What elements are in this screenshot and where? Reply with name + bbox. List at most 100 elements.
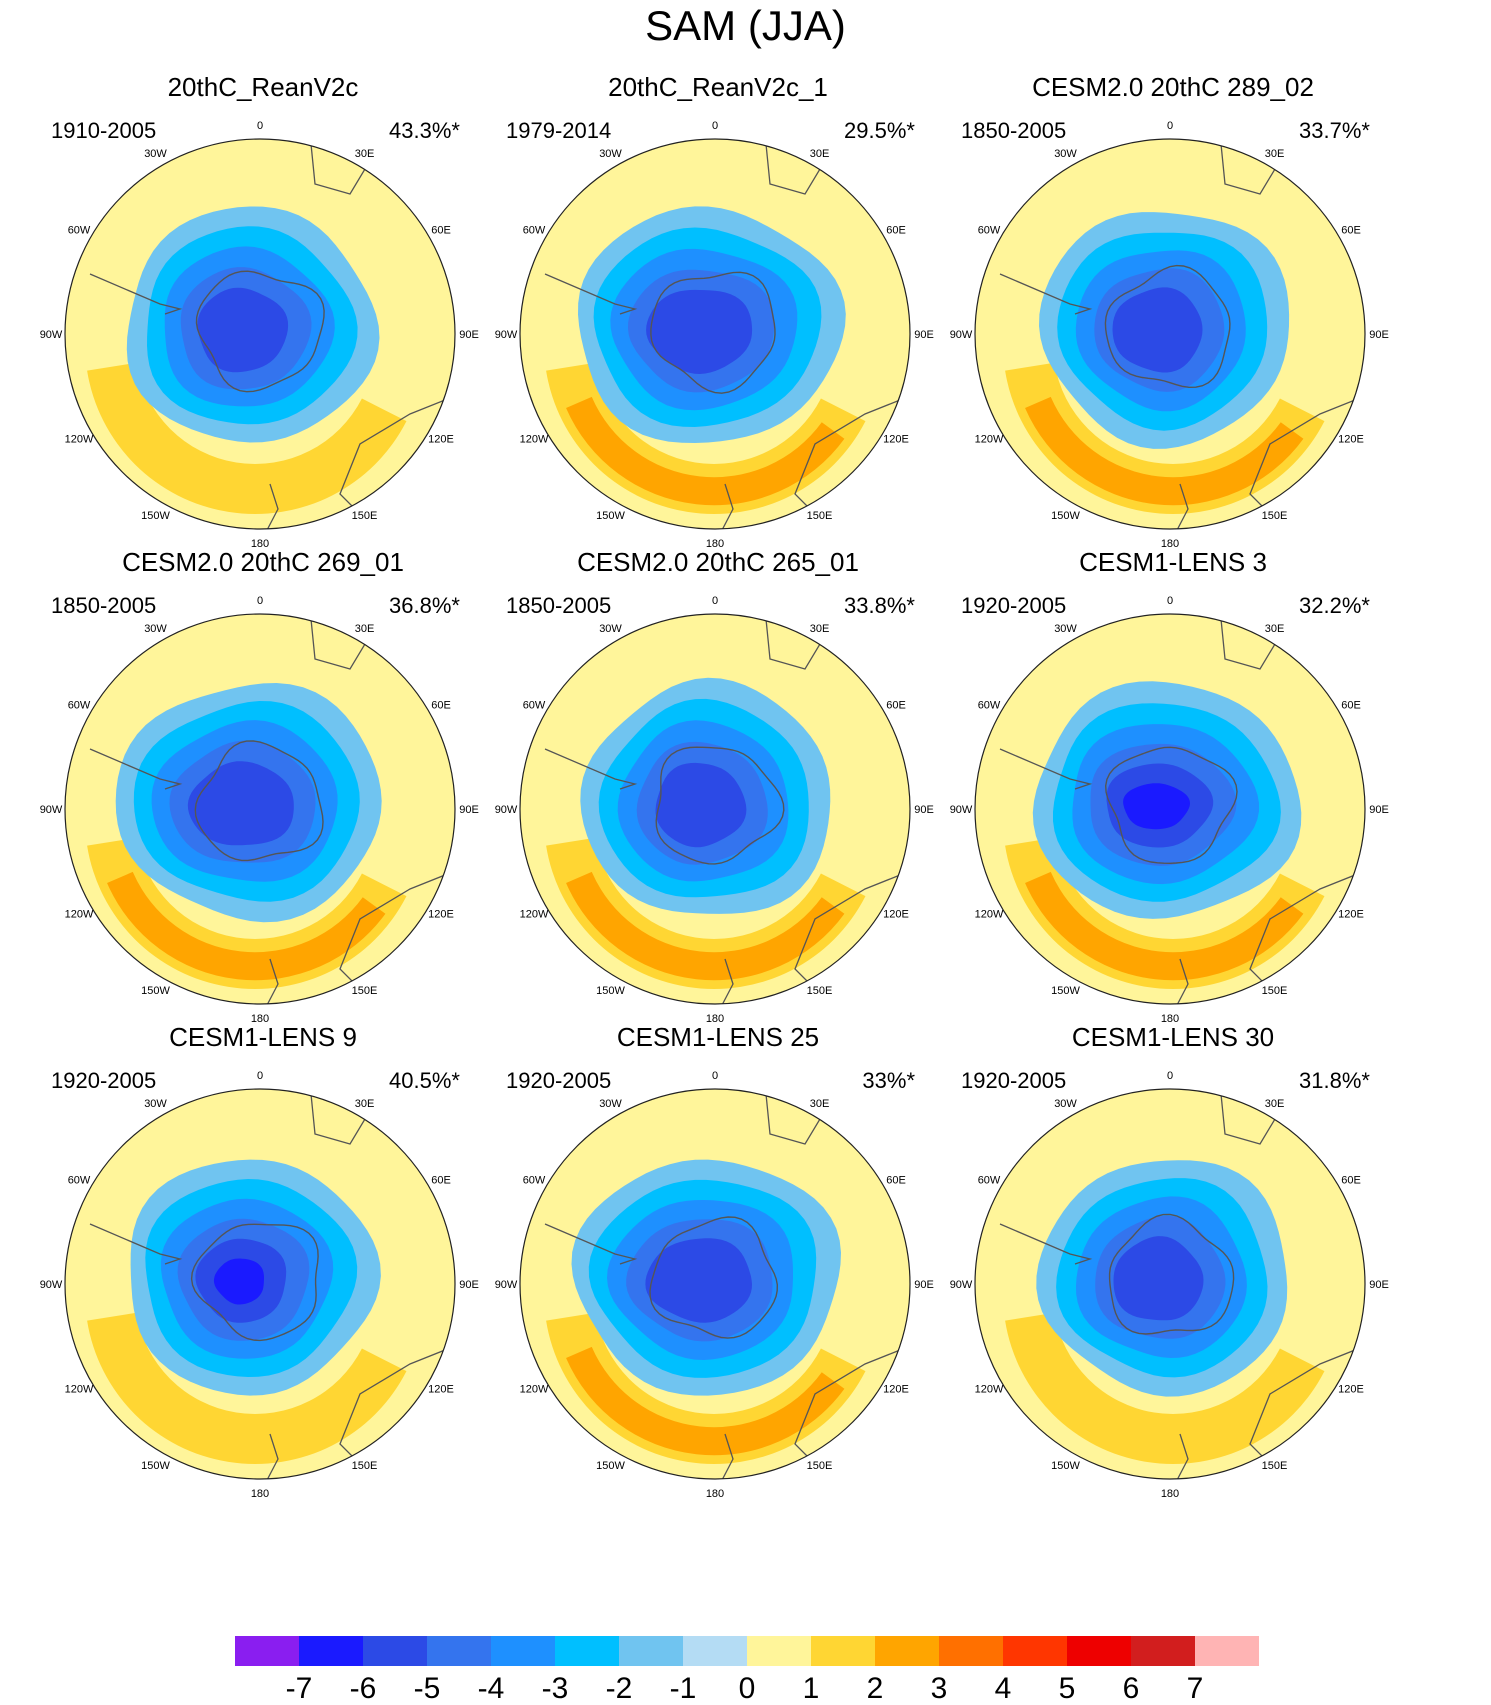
longitude-label: 180 [706, 1013, 724, 1025]
panel-variance: 31.8%* [1299, 1068, 1370, 1093]
longitude-label: 30E [355, 623, 375, 635]
longitude-label: 150W [1051, 1460, 1080, 1472]
longitude-label: 90E [459, 804, 479, 816]
longitude-label: 150E [807, 985, 833, 997]
longitude-label: 150W [596, 1460, 625, 1472]
longitude-label: 0 [712, 120, 718, 132]
longitude-label: 150W [141, 510, 170, 522]
antarctica-coastline [194, 740, 324, 862]
panel-title: CESM2.0 20thC 265_01 [577, 547, 859, 577]
colorbar-tick-label: 1 [803, 1672, 820, 1705]
longitude-label: 30W [144, 623, 167, 635]
longitude-label: 120E [883, 909, 909, 921]
negative-contour-band [646, 289, 753, 374]
longitude-label: 60W [523, 1175, 546, 1187]
negative-contour-band [213, 1258, 264, 1305]
colorbar-swatch [747, 1636, 811, 1666]
panel-title: CESM2.0 20thC 269_01 [122, 547, 404, 577]
longitude-label: 30W [144, 1098, 167, 1110]
longitude-label: 150E [352, 1460, 378, 1472]
longitude-label: 90E [914, 804, 934, 816]
negative-contour-band [1112, 287, 1203, 373]
longitude-label: 90W [495, 329, 518, 341]
positive-contour-band [87, 1312, 407, 1464]
colorbar-tick-label: -6 [350, 1672, 377, 1705]
longitude-label: 30W [599, 148, 622, 160]
longitude-label: 150W [596, 510, 625, 522]
longitude-label: 30W [144, 148, 167, 160]
longitude-label: 150W [141, 985, 170, 997]
colorbar-tick-label: 2 [867, 1672, 884, 1705]
colorbar-swatch [1195, 1636, 1259, 1666]
longitude-label: 120W [975, 909, 1004, 921]
longitude-label: 60E [886, 225, 906, 237]
longitude-label: 60W [68, 225, 91, 237]
map-boundary [974, 1088, 1366, 1480]
map-panel: CESM2.0 20thC 265_01 1850-2005 33.8%* 0 30E 6… [483, 547, 953, 1047]
panel-period: 1920-2005 [961, 1068, 1067, 1093]
longitude-label: 150E [352, 985, 378, 997]
colorbar-tick-label: -5 [414, 1672, 441, 1705]
colorbar-swatch [619, 1636, 683, 1666]
longitude-label: 30E [810, 623, 830, 635]
negative-contour-band [1113, 1236, 1204, 1321]
longitude-label: 60E [431, 1175, 451, 1187]
panel-period: 1850-2005 [51, 593, 157, 618]
colorbar-swatch [555, 1636, 619, 1666]
longitude-label: 90W [40, 329, 63, 341]
longitude-label: 120E [428, 434, 454, 446]
south-america-coastline [544, 1223, 638, 1265]
map-boundary [519, 138, 911, 530]
colorbar-tick-label: 4 [995, 1672, 1012, 1705]
longitude-label: 90E [914, 329, 934, 341]
negative-contour-band [645, 1238, 752, 1323]
polar-map: 0 30E 60E 90E 120E 150E 180 150W 120W 90W 60W 30W [495, 1070, 934, 1500]
panel-title: CESM1-LENS 30 [1071, 1022, 1275, 1052]
antarctica-coastline [1104, 746, 1238, 865]
polar-map: 0 30E 60E 90E 120E 150E 180 150W 120W 90W 60W 30W [40, 595, 479, 1025]
panel-variance: 33.8%* [844, 593, 915, 618]
longitude-label: 60W [978, 225, 1001, 237]
map-panel: CESM1-LENS 30 1920-2005 31.8%* 0 30E 60E 90E 12… [938, 1022, 1408, 1522]
longitude-label: 30W [1054, 148, 1077, 160]
longitude-label: 120E [1338, 909, 1364, 921]
colorbar-tick-label: -2 [606, 1672, 633, 1705]
panel-period: 1850-2005 [506, 593, 612, 618]
polar-map: 0 30E 60E 90E 120E 150E 180 150W 120W 90W 60W 30W [40, 120, 479, 550]
longitude-label: 120W [520, 909, 549, 921]
longitude-label: 60E [886, 1175, 906, 1187]
longitude-label: 30W [599, 623, 622, 635]
colorbar-tick-label: 5 [1059, 1672, 1076, 1705]
longitude-label: 150E [807, 510, 833, 522]
longitude-label: 150W [1051, 510, 1080, 522]
colorbar-swatch [1131, 1636, 1195, 1666]
longitude-label: 120E [883, 1384, 909, 1396]
longitude-label: 60E [1341, 1175, 1361, 1187]
colorbar-tick-label: 3 [931, 1672, 948, 1705]
positive-contour-band [107, 871, 386, 981]
panel-period: 1979-2014 [506, 118, 612, 143]
positive-contour-band [566, 871, 845, 981]
colorbar-swatch [875, 1636, 939, 1666]
map-boundary [974, 138, 1366, 530]
map-boundary [974, 613, 1366, 1005]
longitude-label: 120W [975, 434, 1004, 446]
longitude-label: 60W [523, 225, 546, 237]
panel-variance: 36.8%* [389, 593, 460, 618]
longitude-label: 90W [495, 1279, 518, 1291]
negative-contour-band [1123, 783, 1190, 830]
longitude-label: 0 [712, 595, 718, 607]
colorbar: -7 -6 -5 -4 -3 -2 -1 0 1 2 3 4 5 6 7 [235, 1636, 1259, 1705]
south-america-coastline [89, 1223, 183, 1265]
map-panel: CESM1-LENS 3 1920-2005 32.2%* 0 30E 60E 90E 120… [938, 547, 1408, 1047]
map-boundary [519, 1088, 911, 1480]
colorbar-tick-label: -4 [478, 1672, 505, 1705]
colorbar-swatch [363, 1636, 427, 1666]
south-america-coastline [89, 748, 183, 790]
map-boundary [64, 1088, 456, 1480]
longitude-label: 90W [40, 804, 63, 816]
longitude-label: 120W [975, 1384, 1004, 1396]
colorbar-tick-label: 7 [1187, 1672, 1204, 1705]
polar-map: 0 30E 60E 90E 120E 150E 180 150W 120W 90W 60W 30W [495, 595, 934, 1025]
longitude-label: 0 [1167, 120, 1173, 132]
